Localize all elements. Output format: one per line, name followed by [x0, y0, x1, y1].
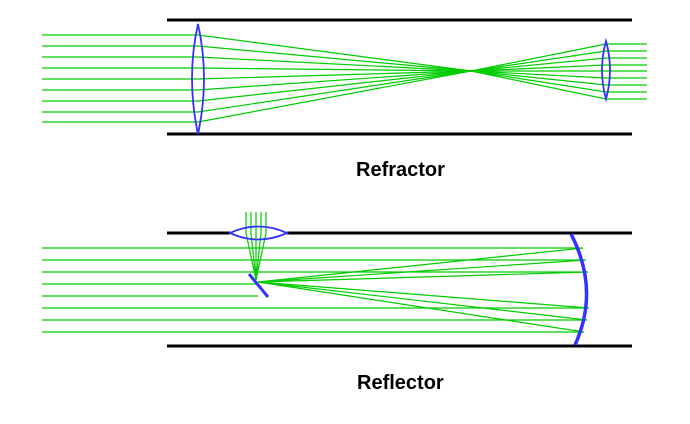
- refractor-label: Refractor: [356, 159, 445, 181]
- reflector-light-rays: [42, 212, 590, 333]
- reflector-diagram: [42, 212, 632, 348]
- refractor-light-rays: [42, 34, 647, 123]
- secondary-mirror: [247, 273, 270, 298]
- objective-lens: [191, 23, 205, 135]
- eyepiece-lens: [601, 37, 611, 103]
- eyepiece-lens: [227, 225, 290, 241]
- primary-mirror: [569, 233, 589, 346]
- reflector-label: Reflector: [357, 372, 444, 394]
- refractor-diagram: [42, 18, 647, 136]
